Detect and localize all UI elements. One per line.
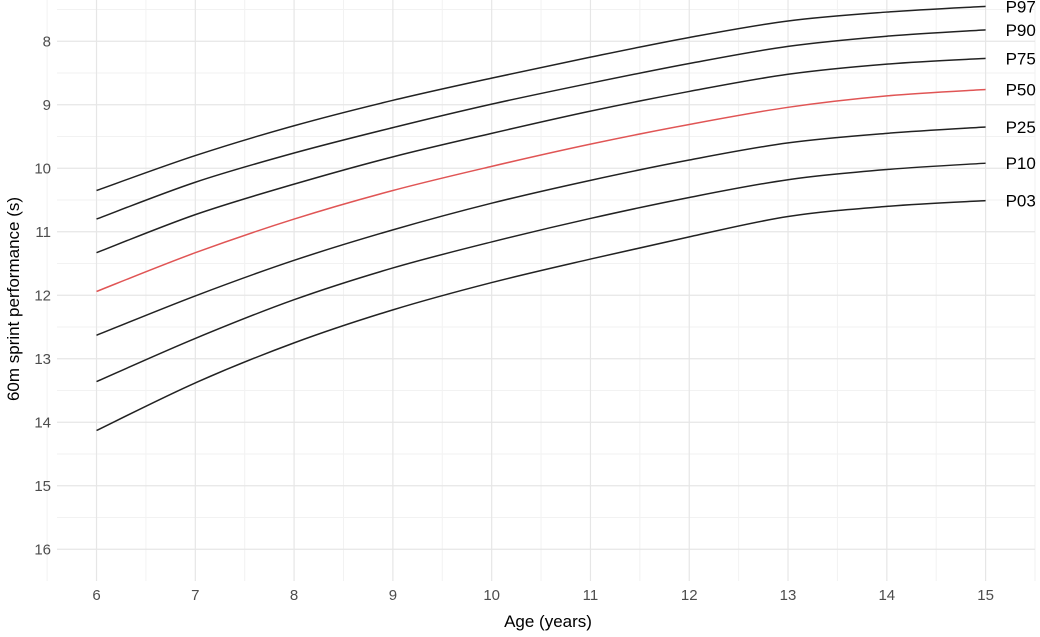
series-line-p90 xyxy=(96,29,986,220)
y-axis-title: 60m sprint performance (s) xyxy=(4,197,23,401)
series-label-p90: P90 xyxy=(1006,21,1036,40)
x-tick-label: 15 xyxy=(977,587,994,604)
series-line-p25 xyxy=(96,126,986,336)
series-label-p75: P75 xyxy=(1006,49,1036,68)
y-tick-label: 8 xyxy=(43,33,51,50)
y-axis-tick-labels: 78910111213141516 xyxy=(34,33,51,558)
x-tick-label: 10 xyxy=(483,587,500,604)
series-label-p50: P50 xyxy=(1006,81,1036,100)
x-tick-label: 14 xyxy=(878,587,895,604)
major-grid xyxy=(57,0,1035,581)
series-line-p10 xyxy=(96,162,986,383)
series-label-p10: P10 xyxy=(1006,154,1036,173)
series-line-p50 xyxy=(96,88,986,293)
series-line-p97 xyxy=(96,5,986,192)
series-label-p03: P03 xyxy=(1006,192,1036,211)
x-tick-label: 13 xyxy=(780,587,797,604)
y-tick-label: 10 xyxy=(34,160,51,177)
x-axis-title: Age (years) xyxy=(504,612,592,631)
x-tick-label: 12 xyxy=(681,587,698,604)
series-label-p97: P97 xyxy=(1006,0,1036,16)
y-tick-label: 16 xyxy=(34,541,51,558)
series-line-p03 xyxy=(96,199,986,432)
x-tick-label: 7 xyxy=(191,587,199,604)
series-line-p75 xyxy=(96,57,986,254)
series-label-p25: P25 xyxy=(1006,118,1036,137)
series-labels: P97 P90 P75 P50 P25 P10 P03 xyxy=(1006,0,1036,211)
series-lines xyxy=(96,5,986,432)
y-tick-label: 11 xyxy=(35,224,51,241)
minor-grid xyxy=(46,0,1036,581)
y-tick-label: 9 xyxy=(43,97,51,114)
x-tick-label: 6 xyxy=(92,587,100,604)
x-tick-label: 11 xyxy=(583,587,599,604)
y-tick-label: 14 xyxy=(34,414,51,431)
x-axis-tick-labels: 6 7 8 9 10 11 12 13 14 15 xyxy=(92,587,994,604)
x-tick-label: 8 xyxy=(290,587,298,604)
y-tick-label: 15 xyxy=(34,478,51,495)
x-tick-label: 9 xyxy=(389,587,397,604)
y-tick-label: 12 xyxy=(34,287,51,304)
y-tick-label: 13 xyxy=(34,351,51,368)
